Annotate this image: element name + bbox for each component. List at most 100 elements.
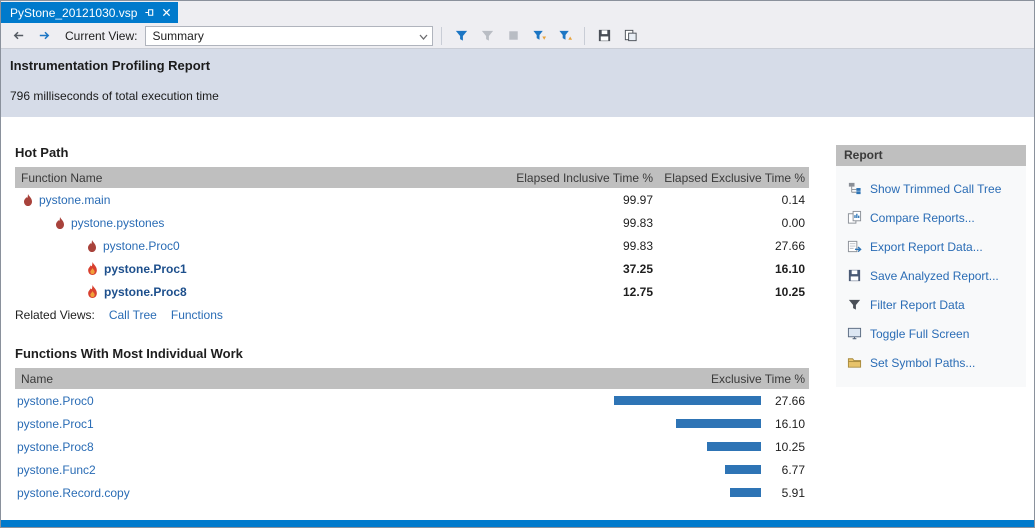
- filter-marks-icon[interactable]: [528, 25, 550, 47]
- column-inclusive-time: Elapsed Inclusive Time %: [516, 170, 653, 185]
- report-panel-link: Compare Reports...: [870, 210, 975, 225]
- exclusive-time-bar: [725, 465, 761, 474]
- table-row: pystone.Record.copy 5.91: [15, 481, 809, 504]
- total-time-text: 796 milliseconds of total execution time: [10, 89, 219, 103]
- toolbar-separator: [584, 26, 586, 45]
- current-view-value: Summary: [152, 28, 204, 43]
- flame-icon: [23, 193, 33, 206]
- table-row: pystone.Proc0 27.66: [15, 389, 809, 412]
- status-bar: [1, 520, 1034, 527]
- inclusive-value: 12.75: [622, 284, 653, 299]
- function-link[interactable]: pystone.Proc8: [104, 284, 187, 299]
- function-link[interactable]: pystone.Record.copy: [17, 485, 130, 500]
- table-row: pystone.Proc1 16.10: [15, 412, 809, 435]
- content-gap: [809, 145, 836, 527]
- function-link[interactable]: pystone.Func2: [17, 462, 96, 477]
- related-views-label: Related Views:: [15, 308, 95, 322]
- table-row: pystone.pystones 99.83 0.00: [15, 211, 809, 234]
- call-tree-icon: [846, 181, 862, 197]
- function-link[interactable]: pystone.Proc1: [104, 261, 187, 276]
- exclusive-time-bar: [614, 396, 761, 405]
- apply-filter-icon[interactable]: [450, 25, 472, 47]
- hot-flame-icon: [87, 262, 98, 275]
- toolbar-separator: [441, 26, 443, 45]
- set-symbol-paths-item[interactable]: Set Symbol Paths...: [836, 348, 1026, 377]
- report-header: Instrumentation Profiling Report 796 mil…: [1, 49, 1034, 117]
- exclusive-value: 16.10: [774, 261, 805, 276]
- save-report-toolbar-icon[interactable]: [593, 25, 615, 47]
- inclusive-value: 99.83: [622, 215, 653, 230]
- exclusive-value: 5.91: [781, 485, 805, 500]
- filter-icon: [846, 297, 862, 313]
- pin-icon[interactable]: [144, 7, 155, 18]
- clear-filter-icon[interactable]: [476, 25, 498, 47]
- column-exclusive-time: Elapsed Exclusive Time %: [664, 170, 805, 185]
- export-report-data-item[interactable]: Export Report Data...: [836, 232, 1026, 261]
- inclusive-value: 99.97: [622, 192, 653, 207]
- flame-icon: [87, 239, 97, 252]
- exclusive-time-bar: [729, 488, 761, 497]
- related-link-call-tree[interactable]: Call Tree: [108, 308, 157, 322]
- exclusive-value: 0.00: [781, 215, 805, 230]
- report-panel-link: Export Report Data...: [870, 239, 983, 254]
- exclusive-value: 10.25: [774, 439, 805, 454]
- function-link[interactable]: pystone.Proc8: [17, 439, 94, 454]
- summary-content: Hot Path Function Name Elapsed Inclusive…: [15, 145, 809, 527]
- hot-flame-icon: [87, 285, 98, 298]
- function-link[interactable]: pystone.Proc1: [17, 416, 94, 431]
- function-link[interactable]: pystone.Proc0: [103, 238, 180, 253]
- table-row: pystone.Proc8 10.25: [15, 435, 809, 458]
- forward-icon[interactable]: [33, 25, 55, 47]
- back-icon[interactable]: [7, 25, 29, 47]
- column-function-name: Function Name: [21, 170, 103, 185]
- main-area: Hot Path Function Name Elapsed Inclusive…: [1, 117, 1034, 527]
- exclusive-time-bar: [706, 442, 761, 451]
- compare-reports-item[interactable]: Compare Reports...: [836, 203, 1026, 232]
- stop-icon[interactable]: [502, 25, 524, 47]
- inclusive-value: 37.25: [622, 261, 653, 276]
- exclusive-value: 10.25: [774, 284, 805, 299]
- filter-report-data-item[interactable]: Filter Report Data: [836, 290, 1026, 319]
- column-name: Name: [21, 371, 54, 386]
- function-link[interactable]: pystone.Proc0: [17, 393, 94, 408]
- table-row: pystone.Proc0 99.83 27.66: [15, 234, 809, 257]
- report-panel-link: Show Trimmed Call Tree: [870, 181, 1002, 196]
- exclusive-value: 6.77: [781, 462, 805, 477]
- hot-path-table: Function Name Elapsed Inclusive Time % E…: [15, 167, 809, 303]
- tab-strip: PyStone_20121030.vsp: [1, 1, 1034, 23]
- related-views: Related Views: Call Tree Functions: [15, 308, 809, 322]
- report-panel-link: Set Symbol Paths...: [870, 355, 976, 370]
- exclusive-value: 16.10: [774, 416, 805, 431]
- chevron-down-icon: [419, 29, 428, 43]
- filter-marks-alt-icon[interactable]: [554, 25, 576, 47]
- show-trimmed-call-tree-item[interactable]: Show Trimmed Call Tree: [836, 174, 1026, 203]
- export-data-icon: [846, 239, 862, 255]
- exclusive-value: 27.66: [774, 238, 805, 253]
- compare-reports-icon: [846, 210, 862, 226]
- current-view-select[interactable]: Summary: [145, 25, 434, 46]
- report-panel-body: Show Trimmed Call Tree Compare Reports..…: [836, 166, 1026, 387]
- individual-work-header-row: Name Exclusive Time %: [15, 368, 809, 389]
- function-link[interactable]: pystone.main: [39, 192, 111, 207]
- current-view-label: Current View:: [65, 28, 138, 43]
- inclusive-value: 99.83: [622, 238, 653, 253]
- exclusive-time-bar: [675, 419, 761, 428]
- flame-icon: [55, 216, 65, 229]
- individual-work-title: Functions With Most Individual Work: [15, 346, 243, 361]
- toggle-full-screen-item[interactable]: Toggle Full Screen: [836, 319, 1026, 348]
- page-title: Instrumentation Profiling Report: [10, 58, 211, 73]
- export-report-toolbar-icon[interactable]: [619, 25, 641, 47]
- related-link-functions[interactable]: Functions: [170, 308, 223, 322]
- save-report-icon: [846, 268, 862, 284]
- function-link[interactable]: pystone.pystones: [71, 215, 165, 230]
- report-panel: Report Show Trimmed Call Tree Compare Re…: [836, 145, 1026, 527]
- table-row-hot: pystone.Proc1 37.25 16.10: [15, 257, 809, 280]
- exclusive-value: 0.14: [781, 192, 805, 207]
- close-icon[interactable]: [162, 8, 171, 17]
- toolbar: Current View: Summary: [1, 23, 1034, 49]
- tab-title: PyStone_20121030.vsp: [10, 5, 138, 20]
- save-analyzed-report-item[interactable]: Save Analyzed Report...: [836, 261, 1026, 290]
- symbol-paths-icon: [846, 355, 862, 371]
- document-tab[interactable]: PyStone_20121030.vsp: [1, 2, 179, 23]
